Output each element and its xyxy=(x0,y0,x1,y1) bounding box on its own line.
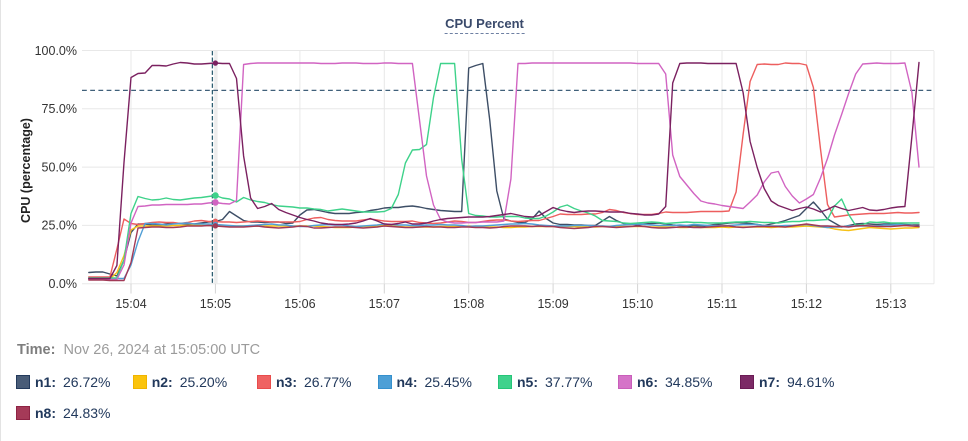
svg-text:25.0%: 25.0% xyxy=(42,219,77,233)
svg-text:15:12: 15:12 xyxy=(791,297,822,311)
svg-text:0.0%: 0.0% xyxy=(49,277,78,291)
svg-text:75.0%: 75.0% xyxy=(42,102,77,116)
svg-text:15:07: 15:07 xyxy=(369,297,400,311)
svg-text:50.0%: 50.0% xyxy=(42,160,77,174)
svg-text:100.0%: 100.0% xyxy=(35,44,77,58)
svg-text:15:13: 15:13 xyxy=(875,297,906,311)
svg-text:15:10: 15:10 xyxy=(622,297,653,311)
svg-text:15:08: 15:08 xyxy=(453,297,484,311)
svg-text:15:05: 15:05 xyxy=(200,297,231,311)
svg-text:15:11: 15:11 xyxy=(707,297,737,311)
svg-text:15:09: 15:09 xyxy=(537,297,568,311)
svg-text:15:06: 15:06 xyxy=(284,297,315,311)
svg-text:CPU (percentage): CPU (percentage) xyxy=(19,118,33,223)
svg-text:15:04: 15:04 xyxy=(115,297,146,311)
